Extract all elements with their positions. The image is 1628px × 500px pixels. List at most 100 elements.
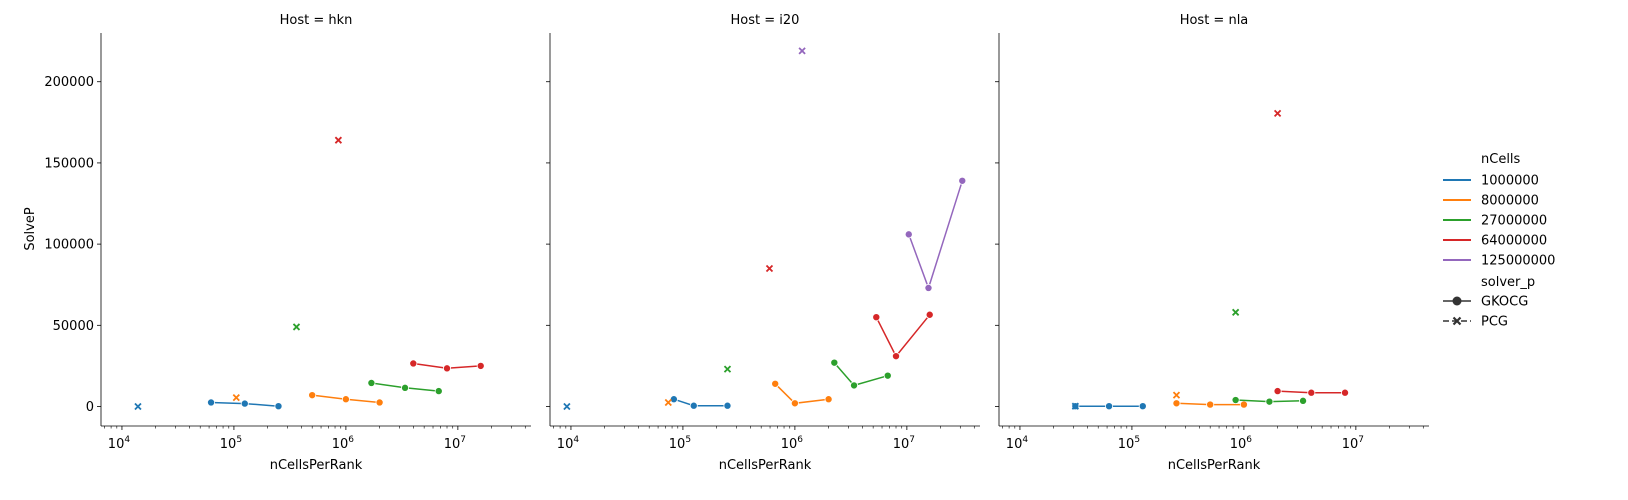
x-tick-exponent: 7 — [1358, 435, 1364, 445]
data-point — [830, 358, 839, 367]
x-axis-title: nCellsPerRank — [270, 458, 363, 473]
data-point-x — [232, 393, 240, 402]
x-tick-exponent: 4 — [573, 435, 579, 445]
data-point-x — [1172, 391, 1181, 399]
legend-hue-label: 125000000 — [1481, 254, 1555, 269]
data-point — [1273, 387, 1282, 396]
data-point — [1265, 397, 1274, 406]
panel-title: Host = nla — [1180, 13, 1249, 28]
x-tick-base: 10 — [332, 437, 349, 452]
x-tick-base: 10 — [444, 437, 461, 452]
x-tick-label: 105 — [669, 435, 691, 452]
data-point — [1206, 400, 1215, 409]
legend-hue-label: 27000000 — [1481, 214, 1547, 229]
x-tick-exponent: 5 — [685, 435, 691, 445]
x-tick-label: 106 — [332, 435, 355, 452]
x-tick-label: 104 — [108, 435, 131, 452]
x-tick-base: 10 — [893, 437, 910, 452]
data-point — [1105, 402, 1114, 411]
series-1000000-PCG — [563, 402, 571, 411]
data-point — [872, 313, 881, 322]
x-tick-base: 10 — [1230, 437, 1247, 452]
data-point — [375, 398, 384, 407]
legend-hue-label: 8000000 — [1481, 194, 1539, 209]
data-point — [771, 379, 780, 388]
data-point — [274, 402, 283, 411]
legend-style-label: GKOCG — [1481, 295, 1528, 310]
series-1000000-PCG — [1071, 402, 1079, 410]
x-tick-base: 10 — [1118, 437, 1135, 452]
series-125000000-PCG — [798, 47, 806, 55]
data-point — [1307, 388, 1316, 397]
series-27000000-GKOCG — [830, 358, 892, 390]
x-tick-base: 10 — [557, 437, 574, 452]
y-tick-label: 200000 — [44, 75, 94, 90]
chart-legend: nCells 1000000 8000000 27000000 64000000 1250… — [1443, 152, 1555, 330]
x-tick-label: 105 — [220, 435, 242, 452]
series-line — [875, 314, 931, 358]
legend-style-label: PCG — [1481, 315, 1508, 330]
data-point — [892, 352, 901, 361]
x-tick-exponent: 7 — [460, 435, 466, 445]
data-point-x — [134, 402, 142, 411]
data-point-x — [292, 323, 301, 331]
series-line — [774, 383, 829, 405]
data-point — [689, 401, 698, 410]
y-axis-title: SolveP — [23, 207, 38, 251]
series-8000000-PCG — [232, 393, 240, 402]
data-point — [240, 399, 249, 408]
data-point — [1299, 396, 1308, 405]
x-tick-label: 107 — [893, 435, 915, 452]
x-tick-exponent: 4 — [124, 435, 130, 445]
data-point — [1341, 388, 1350, 397]
legend-hue-label: 64000000 — [1481, 234, 1547, 249]
x-tick-exponent: 6 — [348, 435, 354, 445]
series-64000000-GKOCG — [872, 310, 934, 361]
series-8000000-GKOCG — [308, 391, 384, 407]
series-64000000-GKOCG — [1273, 387, 1350, 397]
legend-hue-title: nCells — [1481, 152, 1521, 167]
series-27000000-PCG — [723, 365, 732, 373]
series-125000000-GKOCG — [904, 176, 967, 292]
series-8000000-PCG — [664, 398, 672, 407]
x-tick-label: 104 — [557, 435, 580, 452]
x-tick-base: 10 — [1342, 437, 1359, 452]
series-1000000-PCG — [134, 402, 142, 411]
y-tick-label: 150000 — [44, 156, 94, 171]
series-1000000-GKOCG — [207, 398, 283, 411]
x-tick-label: 106 — [1230, 435, 1253, 452]
x-tick-base: 10 — [1006, 437, 1023, 452]
data-point-x — [563, 402, 571, 411]
x-tick-exponent: 5 — [1134, 435, 1140, 445]
x-tick-exponent: 7 — [909, 435, 915, 445]
data-point-x — [664, 398, 672, 407]
legend-marker-x — [1452, 316, 1462, 326]
data-point — [669, 395, 678, 404]
series-line — [908, 180, 964, 291]
series-8000000-GKOCG — [1172, 399, 1248, 409]
data-point — [401, 383, 410, 392]
data-point-x — [765, 264, 774, 273]
y-tick-label: 0 — [86, 400, 94, 415]
data-point — [207, 398, 216, 407]
data-point-x — [1231, 308, 1240, 316]
x-tick-base: 10 — [220, 437, 237, 452]
series-27000000-PCG — [292, 323, 301, 331]
data-point — [883, 371, 892, 380]
y-tick-label: 100000 — [44, 238, 94, 253]
data-point — [850, 381, 859, 390]
data-point — [1172, 399, 1181, 408]
series-line — [833, 362, 888, 387]
data-point — [904, 230, 913, 239]
data-point — [434, 387, 443, 396]
x-tick-exponent: 6 — [797, 435, 803, 445]
legend-marker-circle — [1452, 296, 1462, 306]
x-axis-title: nCellsPerRank — [719, 458, 812, 473]
data-point — [308, 391, 317, 400]
series-27000000-GKOCG — [367, 378, 443, 396]
data-point — [1231, 396, 1240, 405]
data-point — [790, 399, 799, 408]
